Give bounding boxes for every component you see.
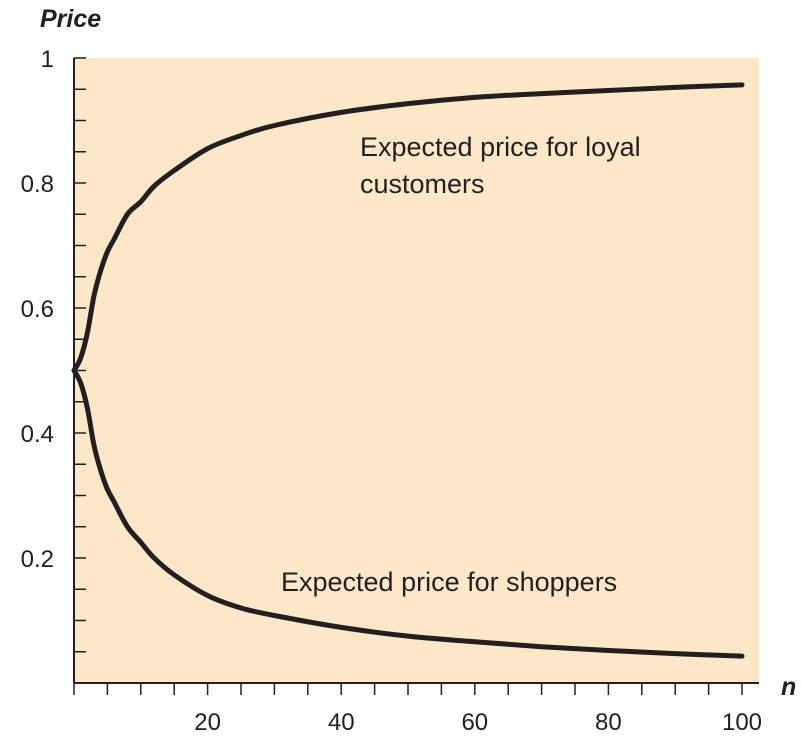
x-tick-labels: 20 40 60 80 100 xyxy=(194,709,762,736)
y-tick-label: 0.4 xyxy=(21,421,54,448)
x-axis-title: n xyxy=(781,673,796,701)
x-tick-label: 80 xyxy=(595,709,622,736)
x-tick-label: 40 xyxy=(328,709,355,736)
x-tick-label: 20 xyxy=(194,709,221,736)
annotation-loyal-line1: Expected price for loyal xyxy=(360,132,641,162)
y-tick-label: 0.6 xyxy=(21,296,54,323)
y-tick-label: 1 xyxy=(41,46,54,73)
series-line-shoppers xyxy=(71,368,745,659)
y-tick-label: 0.8 xyxy=(21,171,54,198)
y-axis-ticks xyxy=(74,57,86,653)
y-tick-labels: 0.2 0.4 0.6 0.8 1 xyxy=(21,46,54,573)
annotation-shoppers: Expected price for shoppers xyxy=(281,567,617,597)
x-tick-label: 100 xyxy=(722,709,762,736)
annotation-loyal-line2: customers xyxy=(360,169,485,199)
y-axis-title: Price xyxy=(40,5,101,33)
x-tick-label: 60 xyxy=(461,709,488,736)
y-tick-label: 0.2 xyxy=(21,546,54,573)
x-axis-ticks xyxy=(73,683,743,695)
series-line-loyal xyxy=(71,82,745,373)
